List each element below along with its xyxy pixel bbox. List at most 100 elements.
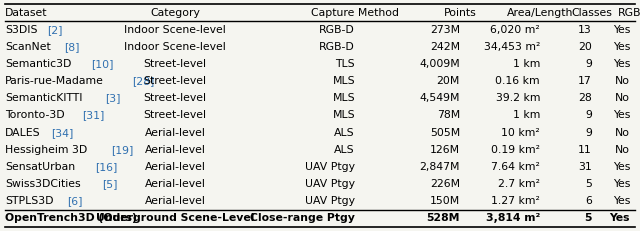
- Text: RGB-D: RGB-D: [319, 25, 355, 35]
- Text: No: No: [615, 93, 630, 103]
- Text: [6]: [6]: [68, 196, 83, 206]
- Text: 1 km: 1 km: [513, 110, 540, 121]
- Text: Yes: Yes: [612, 179, 630, 189]
- Text: Yes: Yes: [612, 110, 630, 121]
- Text: Yes: Yes: [612, 196, 630, 206]
- Text: Aerial-level: Aerial-level: [145, 128, 205, 138]
- Text: Indoor Scene-level: Indoor Scene-level: [124, 25, 226, 35]
- Text: 9: 9: [585, 110, 592, 121]
- Text: Paris-rue-Madame: Paris-rue-Madame: [5, 76, 104, 86]
- Text: 2,847M: 2,847M: [419, 162, 460, 172]
- Text: RGB: RGB: [618, 8, 640, 18]
- Text: 242M: 242M: [430, 42, 460, 52]
- Text: [31]: [31]: [82, 110, 104, 121]
- Text: STPLS3D: STPLS3D: [5, 196, 54, 206]
- Text: Aerial-level: Aerial-level: [145, 179, 205, 189]
- Text: [16]: [16]: [95, 162, 118, 172]
- Text: No: No: [615, 128, 630, 138]
- Text: 3,814 m²: 3,814 m²: [486, 213, 540, 223]
- Text: Yes: Yes: [612, 59, 630, 69]
- Text: 0.19 km²: 0.19 km²: [491, 145, 540, 155]
- Text: ALS: ALS: [334, 145, 355, 155]
- Text: 28: 28: [579, 93, 592, 103]
- Text: 226M: 226M: [430, 179, 460, 189]
- Text: Swiss3DCities: Swiss3DCities: [5, 179, 81, 189]
- Text: 0.16 km: 0.16 km: [495, 76, 540, 86]
- Text: MLS: MLS: [332, 110, 355, 121]
- Text: [5]: [5]: [102, 179, 118, 189]
- Text: 9: 9: [585, 128, 592, 138]
- Text: Underground Scene-Level: Underground Scene-Level: [96, 213, 254, 223]
- Text: Aerial-level: Aerial-level: [145, 162, 205, 172]
- Text: Yes: Yes: [609, 213, 630, 223]
- Text: Street-level: Street-level: [143, 93, 207, 103]
- Text: 34,453 m²: 34,453 m²: [484, 42, 540, 52]
- Text: OpenTrench3D (Ours): OpenTrench3D (Ours): [5, 213, 137, 223]
- Text: Yes: Yes: [612, 42, 630, 52]
- Text: MLS: MLS: [332, 93, 355, 103]
- Text: 20M: 20M: [436, 76, 460, 86]
- Text: Aerial-level: Aerial-level: [145, 145, 205, 155]
- Text: No: No: [615, 145, 630, 155]
- Text: 39.2 km: 39.2 km: [495, 93, 540, 103]
- Text: 126M: 126M: [430, 145, 460, 155]
- Text: ScanNet: ScanNet: [5, 42, 51, 52]
- Text: [28]: [28]: [132, 76, 155, 86]
- Text: S3DIS: S3DIS: [5, 25, 38, 35]
- Text: 31: 31: [579, 162, 592, 172]
- Text: 505M: 505M: [429, 128, 460, 138]
- Text: SensatUrban: SensatUrban: [5, 162, 75, 172]
- Text: 7.64 km²: 7.64 km²: [491, 162, 540, 172]
- Text: 20: 20: [578, 42, 592, 52]
- Text: 1.27 km²: 1.27 km²: [491, 196, 540, 206]
- Text: 2.7 km²: 2.7 km²: [498, 179, 540, 189]
- Text: 6,020 m²: 6,020 m²: [490, 25, 540, 35]
- Text: [34]: [34]: [51, 128, 74, 138]
- Text: 1 km: 1 km: [513, 59, 540, 69]
- Text: Capture Method: Capture Method: [311, 8, 399, 18]
- Text: 13: 13: [579, 25, 592, 35]
- Text: 528M: 528M: [426, 213, 460, 223]
- Text: Close-range Ptgy: Close-range Ptgy: [250, 213, 355, 223]
- Text: 6: 6: [585, 196, 592, 206]
- Text: Aerial-level: Aerial-level: [145, 196, 205, 206]
- Text: Indoor Scene-level: Indoor Scene-level: [124, 42, 226, 52]
- Text: 4,009M: 4,009M: [419, 59, 460, 69]
- Text: [10]: [10]: [91, 59, 113, 69]
- Text: 5: 5: [584, 213, 592, 223]
- Text: [19]: [19]: [111, 145, 134, 155]
- Text: Dataset: Dataset: [5, 8, 47, 18]
- Text: 9: 9: [585, 59, 592, 69]
- Text: Street-level: Street-level: [143, 76, 207, 86]
- Text: UAV Ptgy: UAV Ptgy: [305, 162, 355, 172]
- Text: No: No: [615, 76, 630, 86]
- Text: MLS: MLS: [332, 76, 355, 86]
- Text: Hessigheim 3D: Hessigheim 3D: [5, 145, 87, 155]
- Text: Street-level: Street-level: [143, 59, 207, 69]
- Text: TLS: TLS: [335, 59, 355, 69]
- Text: 273M: 273M: [430, 25, 460, 35]
- Text: Semantic3D: Semantic3D: [5, 59, 72, 69]
- Text: 11: 11: [579, 145, 592, 155]
- Text: Points: Points: [444, 8, 476, 18]
- Text: 150M: 150M: [429, 196, 460, 206]
- Text: 4,549M: 4,549M: [419, 93, 460, 103]
- Text: DALES: DALES: [5, 128, 40, 138]
- Text: Category: Category: [150, 8, 200, 18]
- Text: 5: 5: [585, 179, 592, 189]
- Text: 78M: 78M: [436, 110, 460, 121]
- Text: Street-level: Street-level: [143, 110, 207, 121]
- Text: 17: 17: [579, 76, 592, 86]
- Text: [8]: [8]: [64, 42, 79, 52]
- Text: RGB-D: RGB-D: [319, 42, 355, 52]
- Text: [2]: [2]: [47, 25, 63, 35]
- Text: SemanticKITTI: SemanticKITTI: [5, 93, 83, 103]
- Text: Area/Length: Area/Length: [507, 8, 573, 18]
- Text: [3]: [3]: [105, 93, 120, 103]
- Text: Toronto-3D: Toronto-3D: [5, 110, 65, 121]
- Text: 10 km²: 10 km²: [501, 128, 540, 138]
- Text: Yes: Yes: [612, 162, 630, 172]
- Text: Yes: Yes: [612, 25, 630, 35]
- Text: ALS: ALS: [334, 128, 355, 138]
- Text: UAV Ptgy: UAV Ptgy: [305, 196, 355, 206]
